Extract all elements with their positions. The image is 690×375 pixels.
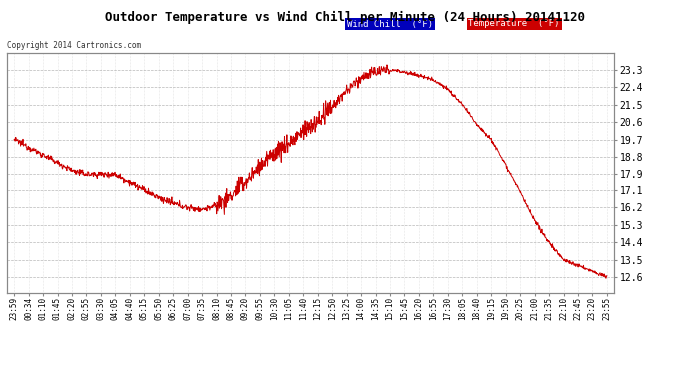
Text: Copyright 2014 Cartronics.com: Copyright 2014 Cartronics.com xyxy=(7,41,141,50)
Text: Wind Chill  (°F): Wind Chill (°F) xyxy=(347,20,433,28)
Text: Outdoor Temperature vs Wind Chill per Minute (24 Hours) 20141120: Outdoor Temperature vs Wind Chill per Mi… xyxy=(105,11,585,24)
Text: Temperature  (°F): Temperature (°F) xyxy=(469,20,560,28)
